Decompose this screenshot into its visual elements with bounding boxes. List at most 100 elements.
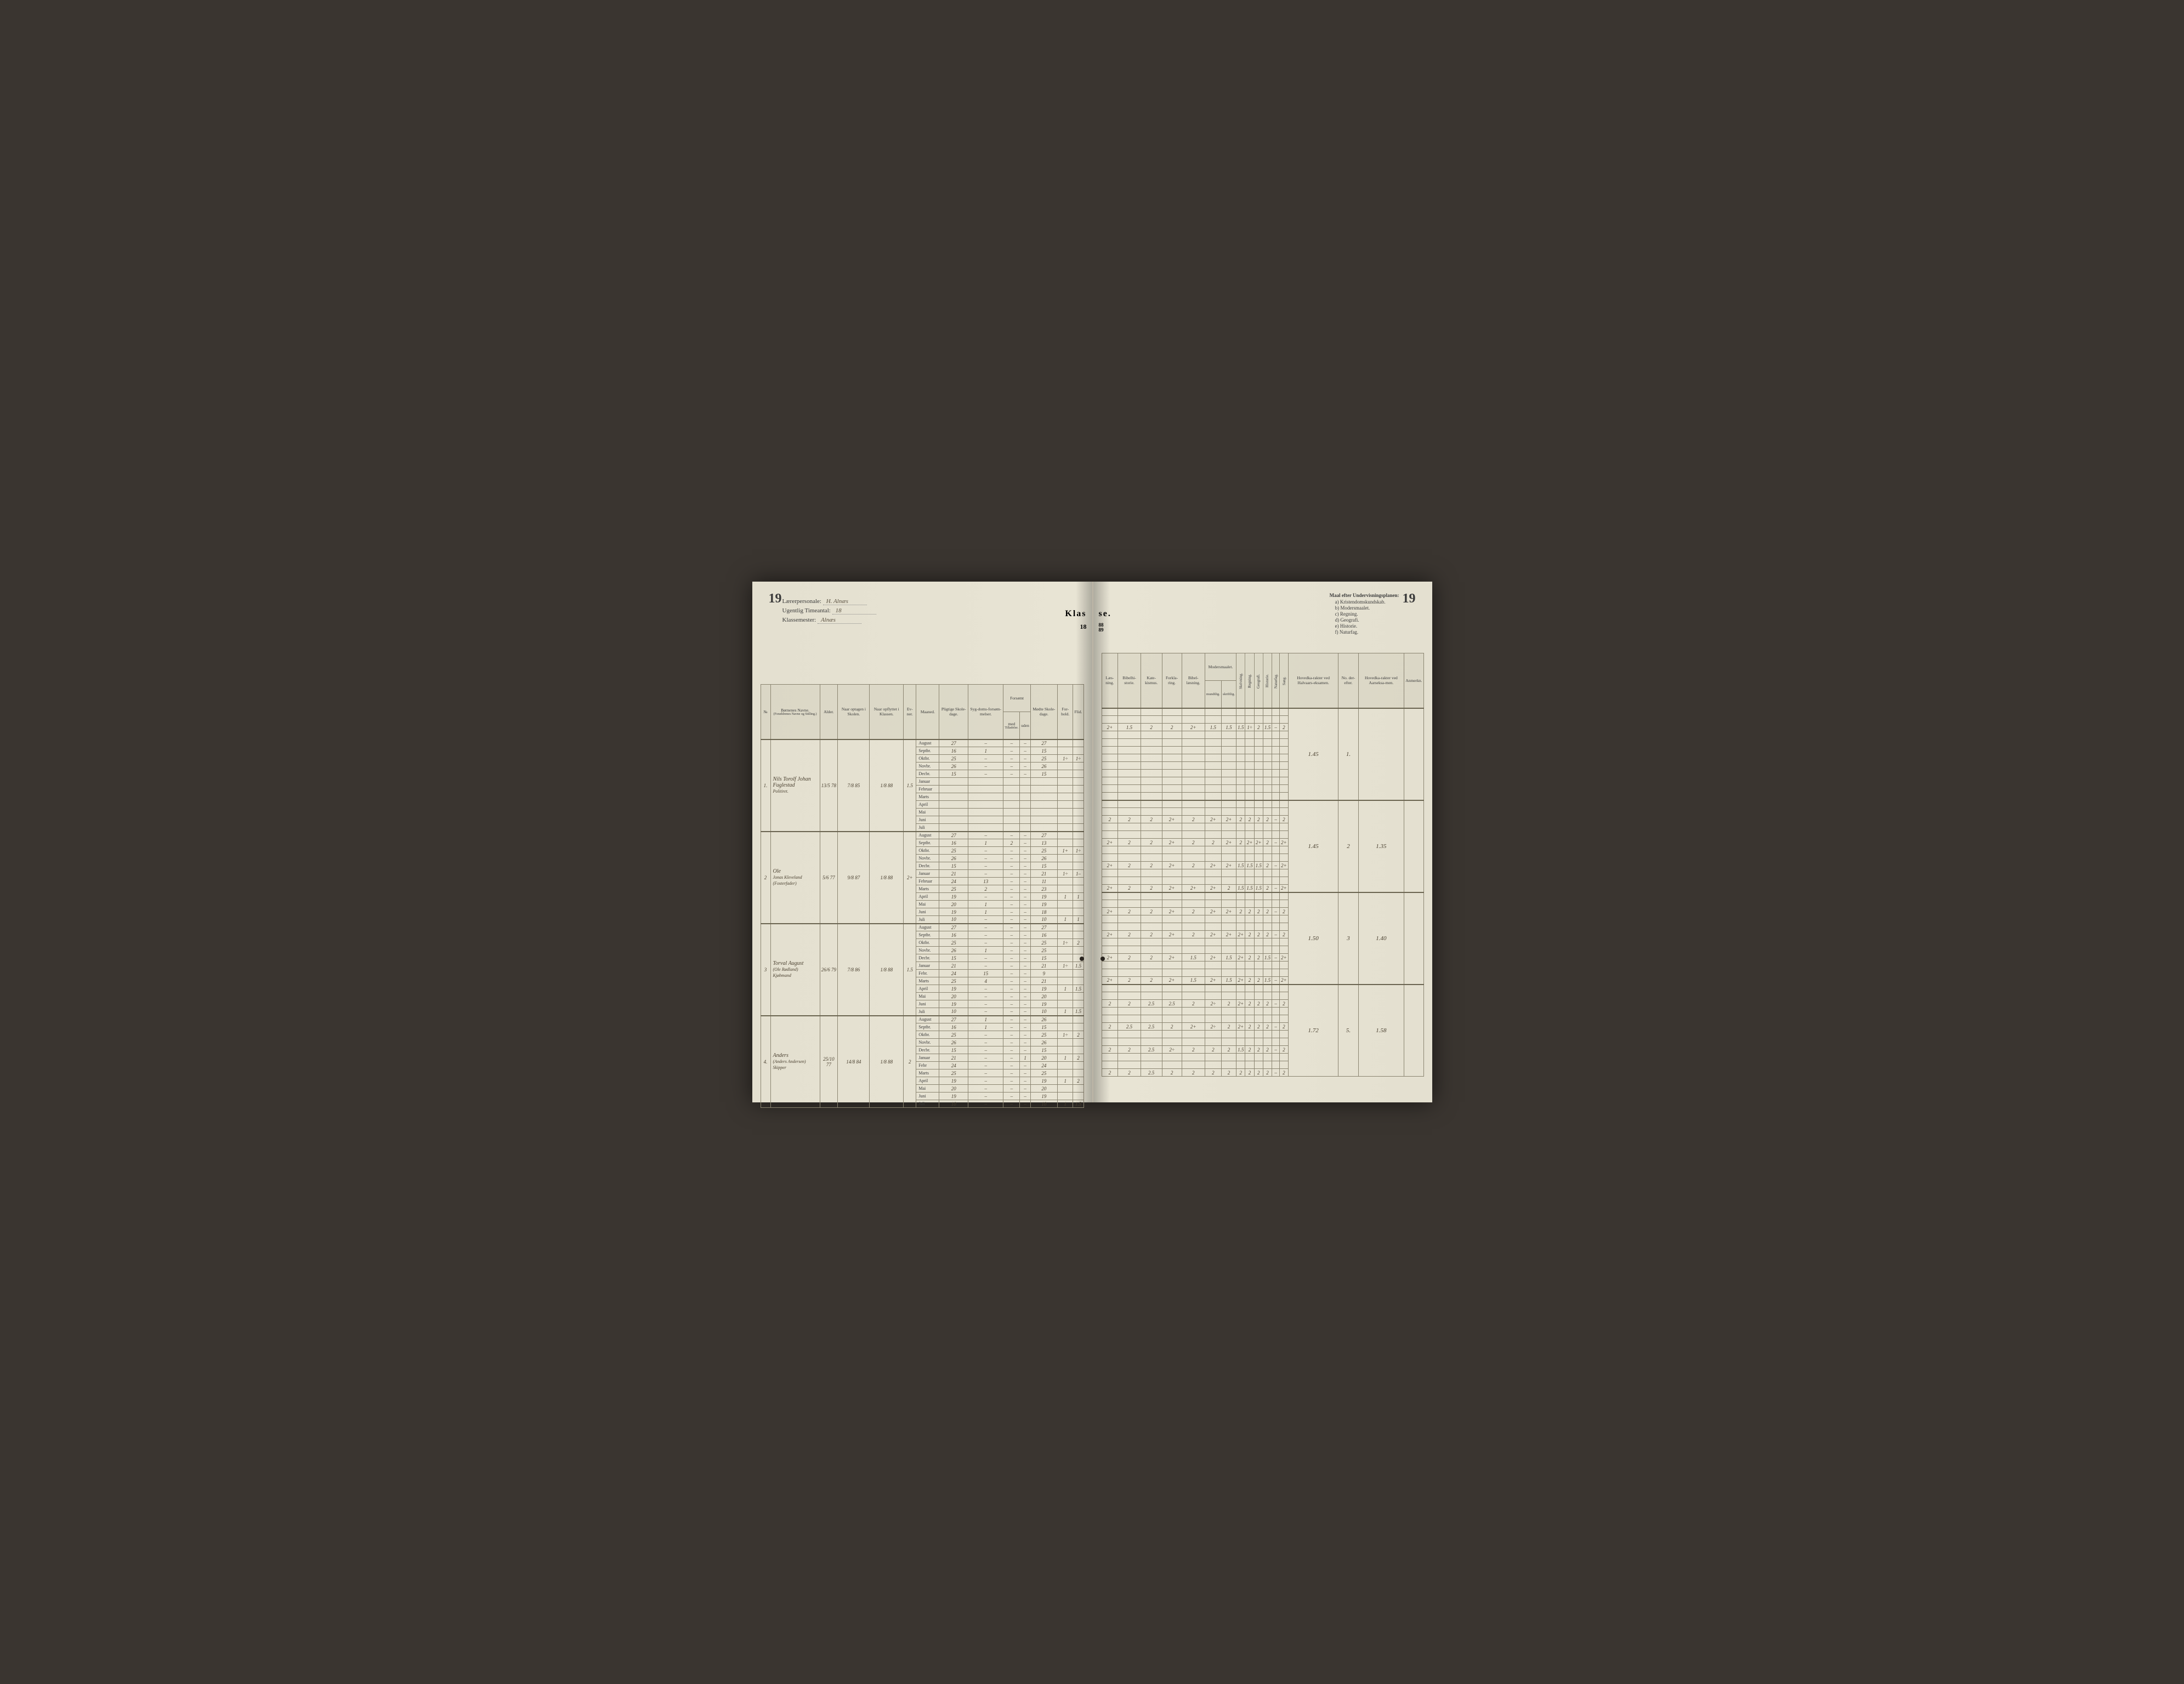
cell-modte: 27 [1030, 832, 1057, 839]
grade-cell [1118, 785, 1141, 793]
col-mundtlig: mundtlig. [1205, 681, 1221, 708]
grade-cell: 1.5 [1236, 885, 1245, 892]
grade-cell [1118, 854, 1141, 862]
cell-modte: 15 [1030, 1023, 1057, 1031]
cell-flid [1073, 739, 1084, 747]
grade-cell [1141, 923, 1162, 931]
month-cell: Januar [916, 778, 939, 786]
grade-cell [1280, 777, 1289, 785]
cell-med: – [1003, 1046, 1020, 1054]
cell-modte: 10 [1030, 1100, 1057, 1108]
cell-syg: – [968, 855, 1003, 862]
cell-med: – [1003, 770, 1020, 778]
col-forsomt-label: Forsømt [1005, 696, 1029, 701]
grade-cell [1236, 823, 1245, 831]
cell-modte: 16 [1030, 931, 1057, 939]
month-cell: Decbr. [916, 770, 939, 778]
grade-cell [1102, 900, 1118, 908]
grade-cell [1263, 985, 1272, 992]
grade-cell [1263, 1054, 1272, 1061]
grade-cell: 2+ [1221, 816, 1236, 823]
grade-cell: 2 [1118, 862, 1141, 869]
grade-cell [1263, 785, 1272, 793]
grade-cell [1254, 946, 1263, 954]
grade-cell: 2 [1263, 862, 1272, 869]
grade-cell [1254, 938, 1263, 946]
grade-cell [1182, 969, 1205, 977]
col-forhold: For-hold. [1057, 685, 1073, 739]
cell-syg: – [968, 893, 1003, 901]
cell-flid [1073, 947, 1084, 954]
month-cell: Decbr. [916, 954, 939, 962]
cell-flid [1073, 839, 1084, 847]
cell-plikt: 19 [939, 908, 968, 916]
student-opflyttet: 1/8 88 [870, 832, 904, 924]
grade-cell [1221, 1031, 1236, 1038]
student-opflyttet: 1/8 88 [870, 739, 904, 832]
summary-no_der: 5. [1338, 985, 1358, 1077]
grade-cell: 2 [1254, 816, 1263, 823]
col-modte: Mødte Skole-dage. [1030, 685, 1057, 739]
grade-cell [1102, 877, 1118, 885]
cell-med [1003, 816, 1020, 824]
col-forsomt-med: med Tilladelse. [1003, 712, 1020, 739]
grade-cell: 2.5 [1118, 1023, 1141, 1031]
grade-cell [1182, 946, 1205, 954]
cell-modte: 9 [1030, 970, 1057, 977]
cell-uden [1020, 786, 1031, 793]
grade-cell [1162, 793, 1182, 800]
grade-cell: 2 [1254, 1069, 1263, 1077]
cell-syg: – [968, 931, 1003, 939]
grade-cell [1205, 800, 1221, 808]
cell-med: – [1003, 1069, 1020, 1077]
grade-cell [1221, 1015, 1236, 1023]
grade-cell: 1.5 [1205, 724, 1221, 731]
grade-cell: 1.5 [1236, 862, 1245, 869]
grade-cell [1263, 1061, 1272, 1069]
grade-cell: – [1272, 885, 1280, 892]
grade-cell [1141, 962, 1162, 969]
grade-cell [1182, 1031, 1205, 1038]
cell-flid: 1.5 [1073, 1100, 1084, 1108]
grade-cell [1272, 985, 1280, 992]
grade-cell: 2 [1182, 839, 1205, 846]
grade-cell [1205, 708, 1221, 716]
grade-cell [1254, 900, 1263, 908]
grade-cell [1221, 777, 1236, 785]
grade-cell: 2 [1118, 885, 1141, 892]
grade-cell [1263, 777, 1272, 785]
grade-cell [1205, 762, 1221, 770]
cell-uden: – [1020, 1069, 1031, 1077]
grade-cell: 2 [1205, 1069, 1221, 1077]
grade-cell: 1.5 [1182, 977, 1205, 985]
grade-cell [1272, 923, 1280, 931]
grade-cell [1272, 1015, 1280, 1023]
cell-syg: – [968, 924, 1003, 931]
grade-cell [1162, 731, 1182, 739]
grade-cell [1162, 962, 1182, 969]
cell-syg [968, 816, 1003, 824]
grade-cell [1221, 754, 1236, 762]
grade-cell [1141, 1038, 1162, 1046]
student-optagen: 9/8 87 [838, 832, 870, 924]
grade-cell: 2 [1221, 1069, 1236, 1077]
cell-modte: 19 [1030, 901, 1057, 908]
grade-cell [1102, 754, 1118, 762]
cell-forh [1057, 1039, 1073, 1046]
grade-cell [1280, 1031, 1289, 1038]
grade-cell: 2 [1205, 839, 1221, 846]
grade-cell: 2 [1254, 724, 1263, 731]
grade-cell [1280, 923, 1289, 931]
maal-item: d) Geografi. [1330, 617, 1399, 623]
cell-forh [1057, 855, 1073, 862]
grade-cell: 2 [1254, 1023, 1263, 1031]
month-cell: Septbr. [916, 839, 939, 847]
cell-modte: 19 [1030, 893, 1057, 901]
student-alder: 25/10 77 [820, 1016, 838, 1108]
grade-cell: 2 [1118, 931, 1141, 938]
grade-cell [1245, 747, 1254, 754]
grade-cell: 2 [1102, 1046, 1118, 1054]
grade-cell [1162, 846, 1182, 854]
month-cell: Marts [916, 793, 939, 801]
cell-flid [1073, 786, 1084, 793]
